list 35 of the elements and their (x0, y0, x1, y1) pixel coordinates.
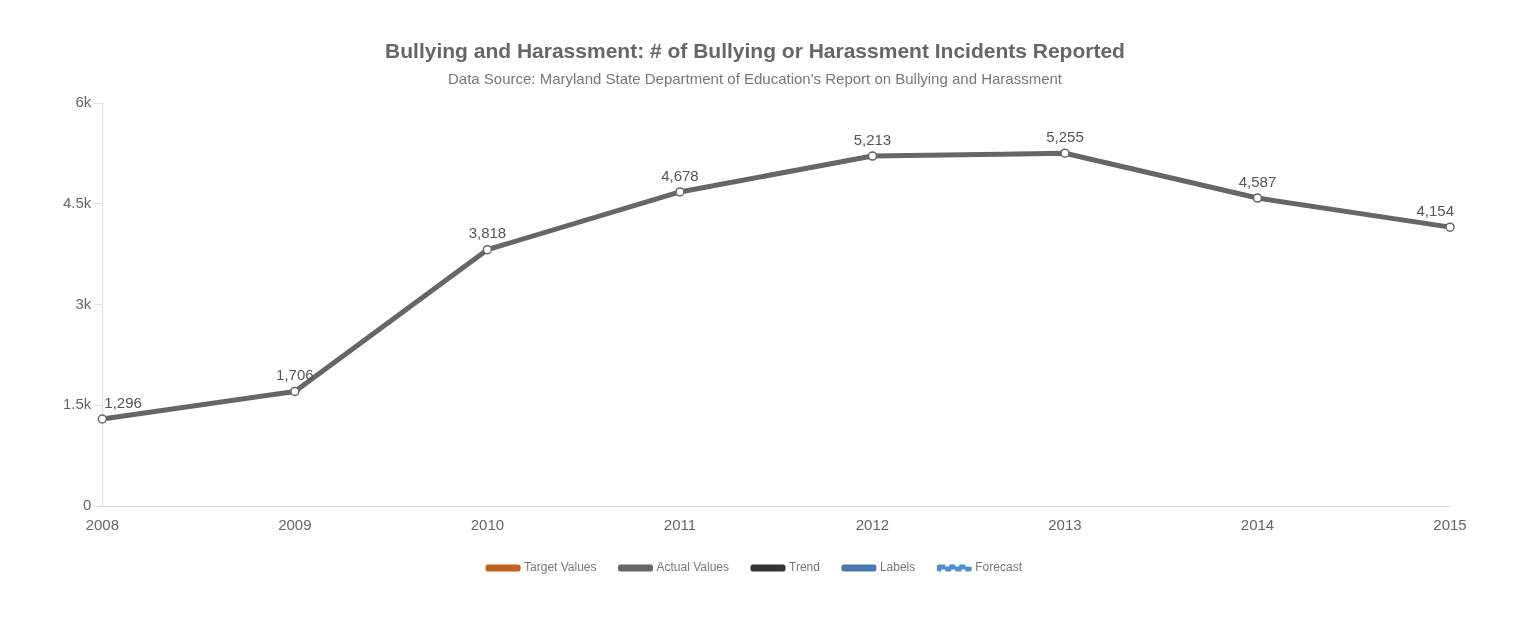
data-label: 5,213 (853, 130, 892, 148)
point (482, 244, 493, 255)
x-tick-label: 2009 (278, 516, 312, 534)
legend-label: Labels (879, 560, 916, 575)
legend-label: Actual Values (656, 560, 730, 575)
chart-title: Bullying and Harassment: # of Bullying or Harassment Incidents Reported (385, 39, 1125, 63)
point (290, 386, 300, 397)
y-tick-label: 6k (75, 93, 92, 111)
x-tick-label: 2010 (470, 516, 505, 534)
data-label: 5,255 (1046, 127, 1084, 145)
x-tick-label: 2015 (1433, 516, 1467, 534)
y-tick-label: 4.5k (62, 194, 92, 212)
data-label: 4,678 (661, 166, 699, 184)
x-tick-label: 2014 (1240, 516, 1275, 534)
point (1060, 148, 1070, 158)
point (97, 414, 108, 424)
y-tick-label: 3k (75, 294, 92, 312)
x-tick-label: 2011 (663, 516, 697, 534)
point (867, 151, 878, 161)
legend-label: Target Values (524, 560, 597, 575)
data-label: 3,818 (468, 224, 507, 242)
data-label: 1,296 (104, 393, 142, 411)
x-tick-label: 2008 (85, 516, 120, 534)
data-label: 4,154 (1416, 201, 1454, 219)
x-tick-label: 2012 (855, 516, 890, 534)
legend-label: Forecast (975, 560, 1023, 575)
chart-subtitle: Data Source: Maryland State Department of Education's Report on Bullying and Harassment (447, 70, 1063, 88)
y-tick-label: 0 (83, 496, 92, 514)
point (1445, 222, 1455, 232)
legend-label: Trend (789, 560, 820, 575)
point (1252, 193, 1263, 203)
x-tick-label: 2013 (1048, 516, 1082, 534)
data-label: 4,587 (1238, 172, 1277, 190)
y-tick-label: 1.5k (62, 395, 92, 413)
point (675, 187, 685, 197)
